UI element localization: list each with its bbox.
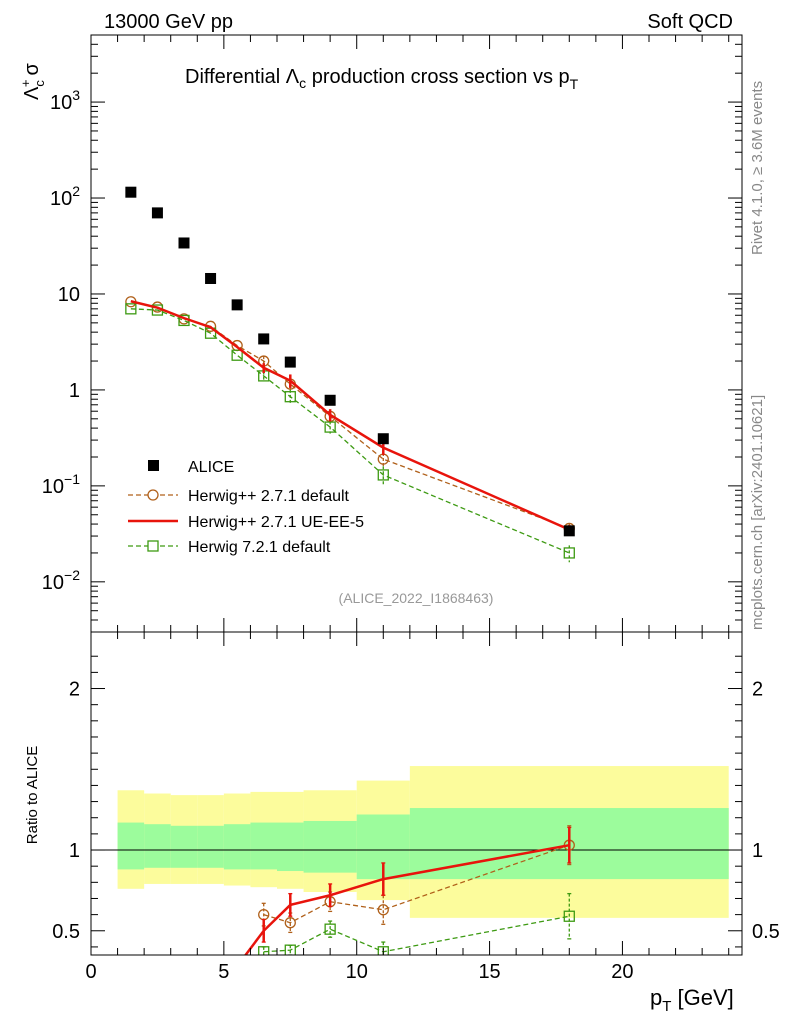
ratio-point-square bbox=[284, 944, 296, 955]
herwig721-point bbox=[324, 421, 336, 433]
legend-label: Herwig 7.2.1 default bbox=[188, 539, 331, 556]
source-annotation: (ALICE_2022_I1868463) bbox=[339, 590, 494, 606]
x-tick-label: 5 bbox=[218, 961, 229, 983]
alice-point bbox=[284, 356, 296, 368]
x-tick-label: 20 bbox=[611, 961, 633, 983]
y-tick-exp: −2 bbox=[64, 567, 80, 583]
x-tick-label: 0 bbox=[85, 961, 96, 983]
y-tick-base: 10 bbox=[50, 92, 72, 114]
alice-point bbox=[258, 333, 270, 345]
y-tick-label: 10−1 bbox=[42, 471, 80, 498]
title-part: Differential bbox=[185, 66, 286, 88]
ylabel-sup: + bbox=[18, 80, 33, 88]
ratio-y-tick-label-right: 2 bbox=[752, 679, 763, 701]
title-sub: T bbox=[570, 76, 579, 92]
y-tick-base: 10 bbox=[50, 188, 72, 210]
ratio-point-square bbox=[324, 923, 336, 935]
legend-label: ALICE bbox=[188, 459, 234, 476]
y-tick-label: 1 bbox=[69, 380, 80, 402]
band-inner bbox=[223, 824, 251, 870]
title-sub: c bbox=[299, 75, 306, 91]
herwig721-point bbox=[231, 349, 243, 361]
herwig721-point bbox=[563, 547, 575, 559]
x-tick-label: 10 bbox=[346, 961, 368, 983]
band-inner bbox=[117, 822, 145, 870]
title-p: p bbox=[559, 66, 570, 88]
ratio-y-tick-label: 1 bbox=[69, 840, 80, 862]
header-left: 13000 GeV pp bbox=[104, 11, 233, 33]
band-inner bbox=[170, 825, 198, 868]
alice-point bbox=[205, 272, 217, 284]
xlabel-unit: [GeV] bbox=[671, 985, 733, 1010]
ratio-point-circle bbox=[284, 917, 296, 929]
ratio-point-circle bbox=[377, 904, 389, 916]
alice-point bbox=[231, 299, 243, 311]
rivet-label: Rivet 4.1.0, ≥ 3.6M events bbox=[749, 81, 766, 255]
ratio-frame bbox=[90, 631, 743, 956]
band-inner bbox=[277, 822, 304, 872]
legend-marker bbox=[147, 489, 159, 501]
xlabel-sub: T bbox=[662, 998, 671, 1015]
y-tick-exp: 2 bbox=[72, 183, 80, 199]
ylabel-sub: c bbox=[32, 80, 47, 87]
ratio-y-axis-label: Ratio to ALICE bbox=[24, 746, 41, 844]
ratio-y-tick-label-right: 0.5 bbox=[752, 921, 780, 943]
alice-point bbox=[563, 525, 575, 537]
legend-label: Herwig++ 2.7.1 UE-EE-5 bbox=[188, 514, 364, 531]
band-inner bbox=[197, 825, 224, 868]
x-axis-label: pT [GeV] bbox=[650, 985, 734, 1015]
y-tick-base: 10 bbox=[42, 572, 64, 594]
ratio-y-tick-label: 2 bbox=[69, 679, 80, 701]
series-line bbox=[130, 308, 570, 554]
header-right: Soft QCD bbox=[647, 11, 733, 33]
legend-marker bbox=[147, 540, 159, 552]
alice-point bbox=[178, 237, 190, 249]
ratio-point-square bbox=[563, 910, 575, 922]
ylabel-lambda: Λ bbox=[21, 86, 43, 100]
y-tick-label: 102 bbox=[50, 183, 80, 210]
herwig721-point bbox=[284, 391, 296, 403]
ratio-y-tick-label-right: 1 bbox=[752, 840, 763, 862]
alice-point bbox=[324, 394, 336, 406]
y-tick-label: 10 bbox=[58, 284, 80, 306]
ratio-line bbox=[244, 843, 570, 955]
legend: ALICE Herwig++ 2.7.1 default Herwig++ 2.7.… bbox=[128, 459, 364, 556]
title-lambda: Λ bbox=[286, 66, 300, 88]
y-axis-label: Λc+ σ bbox=[18, 63, 47, 100]
band-inner bbox=[144, 824, 171, 868]
y-tick-exp: −1 bbox=[64, 471, 80, 487]
legend-marker bbox=[148, 460, 159, 471]
title-part: production cross section vs bbox=[312, 66, 559, 88]
xlabel-p: p bbox=[650, 985, 662, 1010]
band-inner bbox=[303, 820, 357, 873]
herwig721-point bbox=[377, 469, 389, 481]
ratio-point-square bbox=[377, 946, 389, 955]
ratio-line bbox=[263, 915, 570, 953]
y-tick-exp: 3 bbox=[72, 87, 80, 103]
ratio-point-square bbox=[258, 946, 270, 955]
ratio-y-tick-label: 0.5 bbox=[52, 921, 80, 943]
alice-point bbox=[125, 186, 137, 198]
alice-point bbox=[377, 433, 389, 445]
mcplots-label: mcplots.cern.ch [arXiv:2401.10621] bbox=[749, 395, 766, 630]
y-tick-label: 10−2 bbox=[42, 567, 80, 594]
herwig721-point bbox=[125, 303, 137, 315]
ylabel-sigma: σ bbox=[21, 63, 43, 76]
y-tick-base: 10 bbox=[42, 476, 64, 498]
x-tick-label: 15 bbox=[478, 961, 500, 983]
y-tick-label: 103 bbox=[50, 87, 80, 114]
chart-title: Differential Λc production cross section… bbox=[185, 66, 579, 92]
band-inner bbox=[250, 822, 277, 870]
alice-point bbox=[151, 207, 163, 219]
legend-label: Herwig++ 2.7.1 default bbox=[188, 488, 350, 505]
series-line bbox=[130, 300, 570, 531]
